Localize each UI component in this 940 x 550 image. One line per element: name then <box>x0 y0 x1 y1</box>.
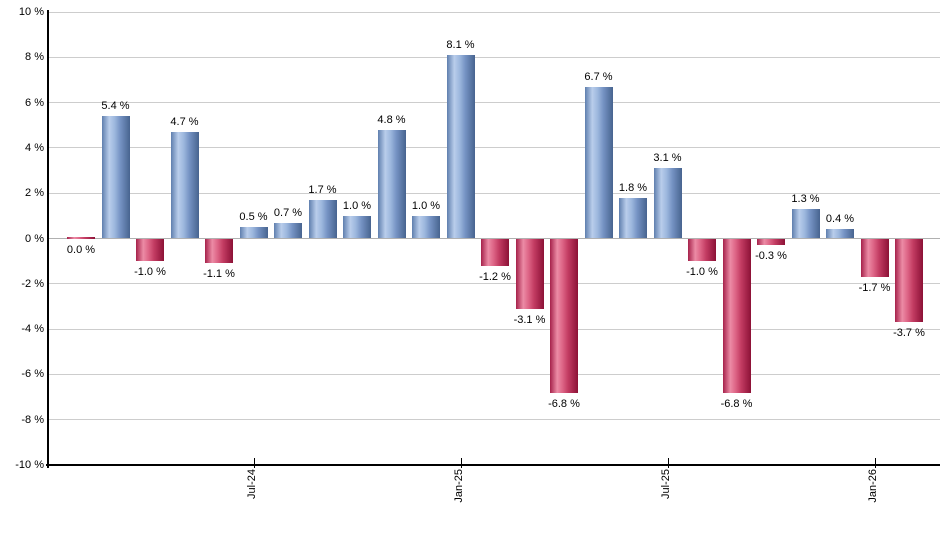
gridline <box>48 283 940 285</box>
bar-value-label: 6.7 % <box>584 70 613 83</box>
negative-bar <box>67 236 95 239</box>
bar-value-label: -3.1 % <box>513 313 546 326</box>
gridline <box>48 328 940 330</box>
positive-bar <box>791 209 820 239</box>
bar-value-label: 0.7 % <box>273 206 303 219</box>
positive-bar <box>239 227 268 239</box>
bar-value-label: 1.0 % <box>411 199 441 212</box>
positive-bar <box>826 229 854 239</box>
gridline <box>48 192 940 194</box>
positive-bar <box>653 168 682 239</box>
y-axis-tick-label: -4 % <box>21 323 44 336</box>
gridline <box>48 102 940 104</box>
positive-bar <box>308 199 337 239</box>
gridline <box>48 373 940 375</box>
bar-value-label: -1.1 % <box>203 268 235 281</box>
positive-bar <box>377 129 406 239</box>
positive-bar <box>619 197 647 239</box>
x-axis-tick-label: Jul-24 <box>245 469 258 499</box>
bar-value-label: -1.0 % <box>134 266 166 279</box>
bar-value-label: 1.3 % <box>791 193 820 206</box>
bar-value-label: -1.7 % <box>858 282 891 294</box>
bar-value-label: -1.2 % <box>479 270 511 283</box>
x-axis-tick-mark <box>667 458 669 468</box>
bar-value-label: 4.8 % <box>377 113 406 126</box>
bar-value-label: 8.1 % <box>446 39 475 52</box>
bar-value-label: 0.4 % <box>825 213 855 226</box>
positive-bar <box>412 215 440 239</box>
x-axis-tick-mark <box>253 458 255 468</box>
y-axis-tick-label: 0 % <box>25 232 44 245</box>
positive-bar <box>343 215 371 239</box>
y-axis-line <box>47 10 49 468</box>
negative-bar <box>895 238 923 323</box>
negative-bar <box>722 238 751 393</box>
bar-value-label: 4.7 % <box>170 116 199 129</box>
y-axis-tick-label: 6 % <box>25 96 44 109</box>
y-axis-tick-label: 8 % <box>25 51 44 64</box>
x-axis-line <box>46 464 940 466</box>
positive-bar <box>101 116 130 239</box>
negative-bar <box>860 238 889 277</box>
negative-bar <box>205 238 233 264</box>
y-axis-tick-label: -10 % <box>15 459 44 471</box>
x-axis-tick-mark <box>874 458 876 468</box>
bar-value-label: 0.5 % <box>239 211 268 224</box>
y-axis-tick-label: 4 % <box>25 141 44 154</box>
y-axis-tick-label: 2 % <box>25 187 44 200</box>
negative-bar <box>688 238 716 262</box>
bar-value-label: -1.0 % <box>686 266 718 279</box>
positive-bar <box>584 86 613 239</box>
gridline <box>48 419 940 421</box>
gridline <box>48 11 940 13</box>
bar-value-label: -0.3 % <box>755 250 787 263</box>
y-axis-tick-label: -2 % <box>21 277 44 290</box>
x-axis-tick-label: Jan-25 <box>452 469 465 503</box>
positive-bar <box>446 55 475 239</box>
bar-value-label: 5.4 % <box>101 100 130 113</box>
x-axis-tick-label: Jul-25 <box>659 469 672 499</box>
negative-bar <box>757 238 785 246</box>
positive-bar <box>170 132 199 239</box>
negative-bar <box>481 238 509 266</box>
gridline <box>48 56 940 58</box>
bar-value-label: -6.8 % <box>720 397 753 410</box>
bar-value-label: 1.8 % <box>618 181 648 194</box>
bar-value-label: 1.0 % <box>342 199 372 212</box>
y-axis-tick-label: 10 % <box>18 6 44 18</box>
negative-bar <box>515 238 544 309</box>
bar-value-label: 0.0 % <box>66 243 96 256</box>
bar-value-label: 3.1 % <box>653 152 682 165</box>
x-axis-tick-label: Jan-26 <box>866 469 879 503</box>
negative-bar <box>136 238 164 262</box>
bar-value-label: 1.7 % <box>308 183 337 196</box>
bar-value-label: -3.7 % <box>893 327 925 340</box>
positive-bar <box>274 222 302 239</box>
x-axis-tick-mark <box>460 458 462 468</box>
y-axis-tick-label: -6 % <box>21 368 44 381</box>
gridline <box>48 147 940 149</box>
y-axis-tick-label: -8 % <box>21 413 44 426</box>
bar-value-label: -6.8 % <box>548 397 580 410</box>
negative-bar <box>550 238 578 393</box>
